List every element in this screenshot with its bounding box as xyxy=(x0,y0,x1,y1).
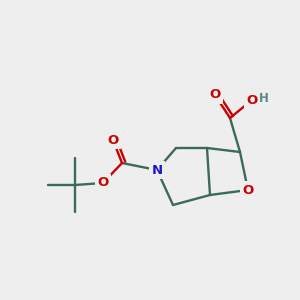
Text: N: N xyxy=(152,164,163,176)
Text: O: O xyxy=(242,184,253,196)
Text: O: O xyxy=(209,88,220,101)
Text: O: O xyxy=(246,94,258,106)
Text: O: O xyxy=(107,134,118,146)
Text: H: H xyxy=(259,92,269,104)
Text: O: O xyxy=(98,176,109,190)
